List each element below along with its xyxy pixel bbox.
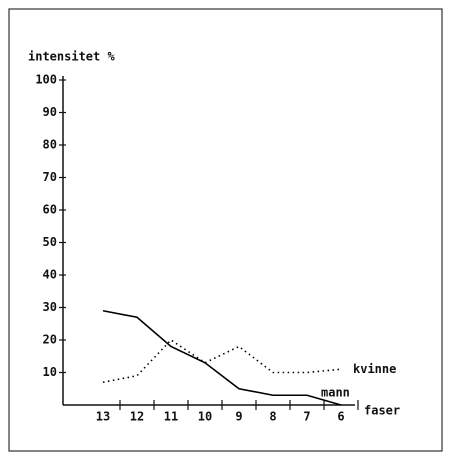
x-tick-label: 9 xyxy=(235,410,242,424)
x-tick-label: 11 xyxy=(164,410,178,424)
y-tick-label: 100 xyxy=(35,73,57,87)
y-tick-label: 70 xyxy=(43,170,57,184)
x-tick-label: 6 xyxy=(337,410,344,424)
frame xyxy=(8,8,443,452)
y-tick-label: 60 xyxy=(43,203,57,217)
y-tick-label: 10 xyxy=(43,365,57,379)
y-tick-label: 90 xyxy=(43,105,57,119)
y-tick-label: 40 xyxy=(43,268,57,282)
x-tick-label: 10 xyxy=(198,410,212,424)
y-axis-label: intensitet % xyxy=(28,50,115,64)
x-tick-label: 13 xyxy=(96,410,110,424)
series-line xyxy=(102,309,342,406)
x-axis-label: faser xyxy=(364,404,400,418)
y-tick-label: 20 xyxy=(43,333,57,347)
x-tick-label: 12 xyxy=(130,410,144,424)
y-tick-label: 80 xyxy=(43,138,57,152)
y-tick-label: 50 xyxy=(43,235,57,249)
x-tick-label: 8 xyxy=(269,410,276,424)
y-tick-label: 30 xyxy=(43,300,57,314)
series-label: mann xyxy=(321,386,350,400)
x-tick-label: 7 xyxy=(303,410,310,424)
series-label: kvinne xyxy=(353,362,396,376)
